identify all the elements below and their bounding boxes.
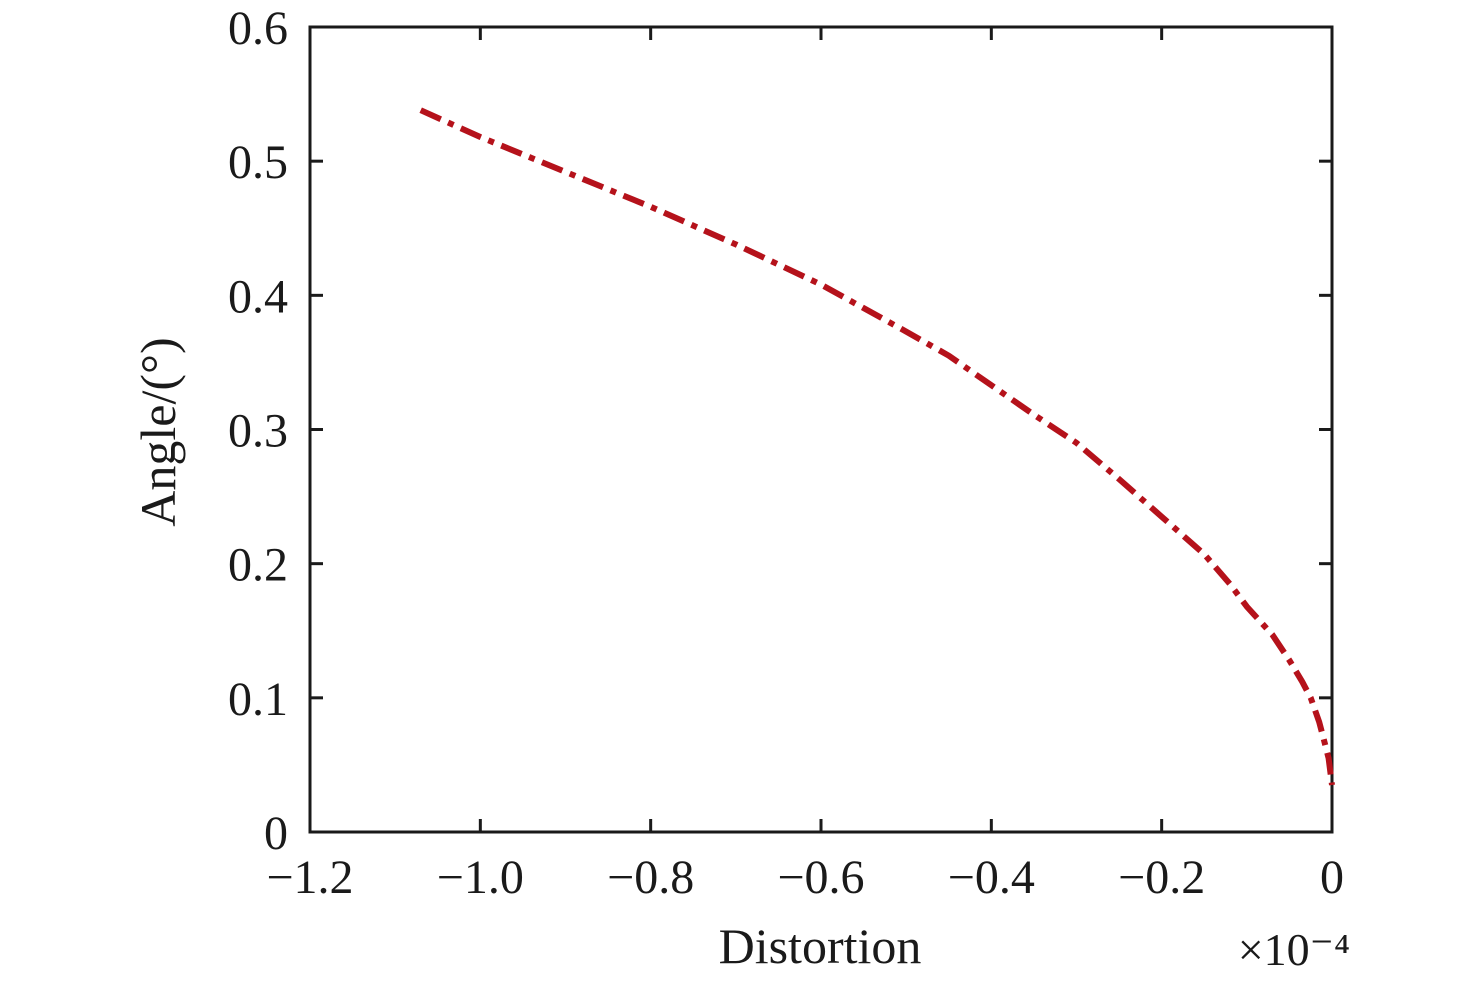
- x-tick-label: −1.2: [266, 851, 353, 904]
- y-tick-label: 0.1: [228, 673, 288, 726]
- plot-frame: [308, 25, 1334, 834]
- x-tick-label: −1.0: [437, 851, 524, 904]
- y-tick-label: 0.6: [228, 2, 288, 55]
- y-tick-label: 0.5: [228, 136, 288, 189]
- x-tick-label: 0: [1320, 851, 1344, 904]
- y-tick-label: 0: [264, 807, 288, 860]
- x-axis-label: Distortion: [719, 918, 922, 974]
- x-tick-label: −0.2: [1118, 851, 1205, 904]
- x-multiplier-label: ×10⁻⁴: [1238, 924, 1350, 975]
- y-tick-label: 0.3: [228, 405, 288, 458]
- tick-labels: −1.2 −1.0 −0.8 −0.6 −0.4 −0.2 0 0 0.1 0.2 0.3 0.4 0.…: [228, 2, 1344, 904]
- series-line-0: [419, 107, 1335, 786]
- axis-ticks: [308, 25, 1334, 834]
- x-tick-label: −0.8: [607, 851, 694, 904]
- series-lines: [419, 107, 1335, 786]
- y-tick-label: 0.2: [228, 539, 288, 592]
- y-axis-label: Angle/(°): [130, 337, 186, 526]
- x-tick-label: −0.4: [948, 851, 1035, 904]
- x-tick-label: −0.6: [777, 851, 864, 904]
- y-tick-label: 0.4: [228, 270, 288, 323]
